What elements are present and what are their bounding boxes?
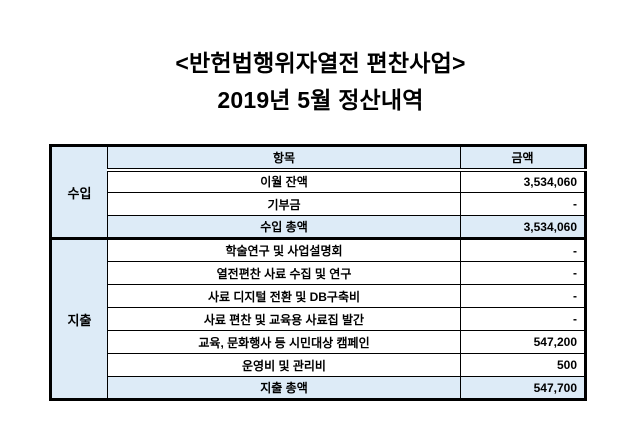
column-header-amount: 금액 [460,145,586,172]
table-row-carryover-balance: 이월 잔액 3,534,060 [51,169,586,193]
item-cell: 사료 디지털 전환 및 DB구축비 [107,284,461,308]
amount-cell: 3,534,060 [460,169,586,193]
table-row-operating-costs: 운영비 및 관리비 500 [51,353,586,377]
item-cell: 사료 편찬 및 교육용 사료집 발간 [107,307,461,331]
amount-cell: - [460,307,586,331]
item-cell: 열전편찬 사료 수집 및 연구 [107,261,461,285]
amount-cell: - [460,284,586,308]
income-group-label: 수입 [50,145,108,239]
item-cell: 기부금 [107,192,461,216]
income-total-amount: 3,534,060 [460,215,586,239]
document-title: <반헌법행위자열전 편찬사업> [175,50,466,76]
item-cell: 이월 잔액 [107,169,461,193]
table-row-research-briefing: 지출 학술연구 및 사업설명회 - [50,237,586,400]
amount-cell: 547,200 [460,330,586,354]
amount-cell: - [460,237,586,262]
amount-cell: 500 [460,353,586,377]
amount-cell: - [460,261,586,285]
income-total-label: 수입 총액 [107,215,461,239]
column-header-item: 항목 [107,145,461,172]
expense-total-amount: 547,700 [460,376,586,400]
table-row-donations: 기부금 - [51,192,586,216]
income-total-row: 수입 총액 3,534,060 [51,215,586,239]
expense-total-row: 지출 총액 547,700 [51,376,586,400]
table-row-material-collection: 열전편찬 사료 수집 및 연구 - [51,261,586,285]
expense-total-label: 지출 총액 [107,376,461,400]
table-row-publication: 사료 편찬 및 교육용 사료집 발간 - [51,307,586,331]
amount-cell: - [460,192,586,216]
item-cell: 학술연구 및 사업설명회 [107,237,461,262]
item-cell: 운영비 및 관리비 [107,353,461,377]
document-title-block: <반헌법행위자열전 편찬사업> 2019년 5월 정산내역 [0,45,641,119]
table-header-row: 수입 항목 금액 [50,145,586,239]
expense-group-label: 지출 [50,237,108,400]
table-row-digital-db: 사료 디지털 전환 및 DB구축비 - [51,284,586,308]
document-subtitle: 2019년 5월 정산내역 [217,87,424,113]
item-cell: 교육, 문화행사 등 시민대상 캠페인 [107,330,461,354]
table-row-campaign: 교육, 문화행사 등 시민대상 캠페인 547,200 [51,330,586,354]
settlement-table: 수입 항목 금액 이월 잔액 3,534,060 기부금 - 수입 총액 3,5… [49,144,587,401]
